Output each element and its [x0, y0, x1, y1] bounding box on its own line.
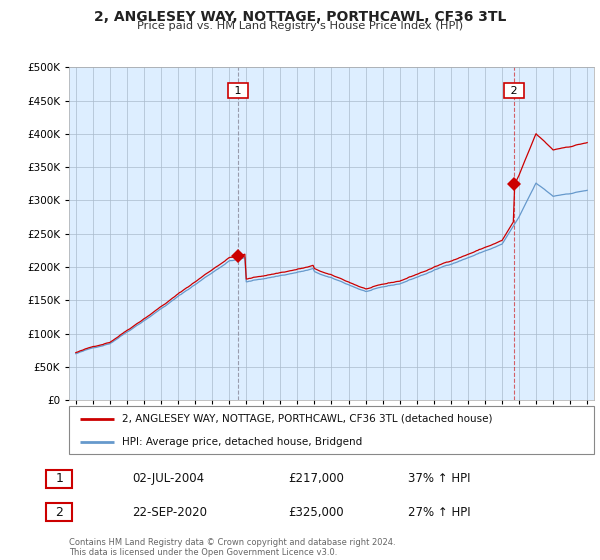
Text: 02-JUL-2004: 02-JUL-2004: [132, 472, 204, 486]
Text: £325,000: £325,000: [288, 506, 344, 519]
Text: Price paid vs. HM Land Registry's House Price Index (HPI): Price paid vs. HM Land Registry's House …: [137, 21, 463, 31]
Text: £217,000: £217,000: [288, 472, 344, 486]
FancyBboxPatch shape: [46, 503, 73, 521]
Text: 1: 1: [231, 86, 245, 96]
FancyBboxPatch shape: [69, 406, 594, 454]
FancyBboxPatch shape: [46, 470, 73, 488]
Text: 37% ↑ HPI: 37% ↑ HPI: [408, 472, 470, 486]
Text: 2: 2: [55, 506, 64, 519]
Text: 2: 2: [507, 86, 521, 96]
Text: HPI: Average price, detached house, Bridgend: HPI: Average price, detached house, Brid…: [121, 437, 362, 447]
Text: 22-SEP-2020: 22-SEP-2020: [132, 506, 207, 519]
Text: Contains HM Land Registry data © Crown copyright and database right 2024.
This d: Contains HM Land Registry data © Crown c…: [69, 538, 395, 557]
Text: 1: 1: [55, 472, 64, 486]
Text: 27% ↑ HPI: 27% ↑ HPI: [408, 506, 470, 519]
Text: 2, ANGLESEY WAY, NOTTAGE, PORTHCAWL, CF36 3TL (detached house): 2, ANGLESEY WAY, NOTTAGE, PORTHCAWL, CF3…: [121, 414, 492, 424]
Text: 2, ANGLESEY WAY, NOTTAGE, PORTHCAWL, CF36 3TL: 2, ANGLESEY WAY, NOTTAGE, PORTHCAWL, CF3…: [94, 10, 506, 24]
